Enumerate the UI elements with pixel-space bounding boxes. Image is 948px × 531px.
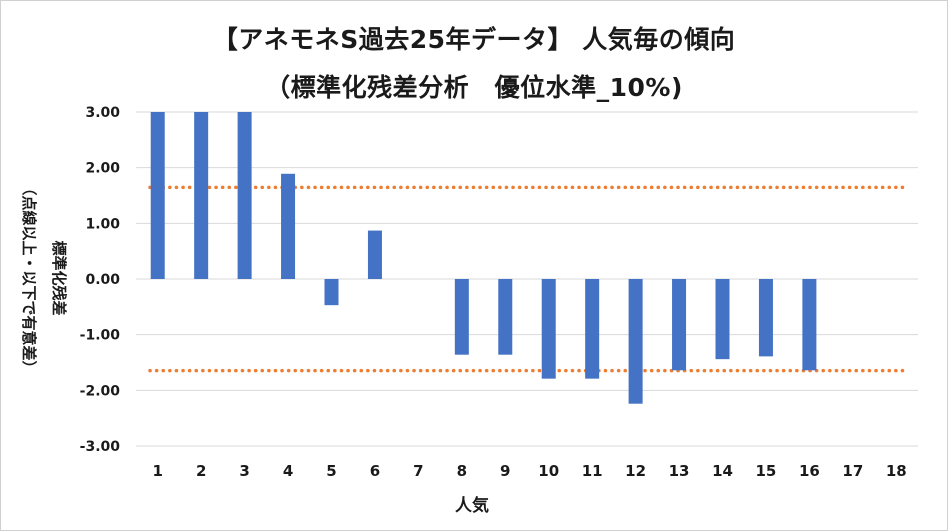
y-tick-label: 1.00 (85, 216, 120, 232)
y-axis-label-line2: （点線以上・以下で有意差） (20, 180, 38, 375)
x-tick-label: 6 (370, 462, 380, 480)
bars (150, 112, 817, 404)
x-tick-label: 12 (625, 462, 646, 480)
bar-6 (367, 230, 382, 279)
x-tick-label: 1 (153, 462, 163, 480)
bar-11 (585, 279, 600, 379)
bar-9 (498, 279, 513, 355)
chart-title-line1: 【アネモネS過去25年データ】 人気毎の傾向 (212, 25, 736, 54)
bar-15 (758, 279, 773, 357)
x-tick-label: 9 (500, 462, 510, 480)
reference-lines (148, 185, 906, 373)
chart-title-line2: （標準化残差分析 優位水準_10%) (265, 73, 683, 102)
bar-10 (541, 279, 556, 379)
x-tick-label: 3 (239, 462, 249, 480)
bar-13 (672, 279, 687, 371)
bar-12 (628, 279, 643, 404)
x-tick-label: 4 (283, 462, 293, 480)
x-tick-label: 16 (799, 462, 820, 480)
gridlines (136, 111, 918, 447)
x-tick-label: 13 (669, 462, 690, 480)
y-tick-label: 2.00 (85, 161, 120, 177)
x-tick-label: 18 (886, 462, 907, 480)
bar-5 (324, 279, 339, 306)
x-tick-label: 11 (582, 462, 603, 480)
x-tick-label: 17 (842, 462, 863, 480)
y-tick-label: 3.00 (85, 105, 120, 121)
y-tick-label: 0.00 (85, 272, 120, 288)
x-tick-label: 14 (712, 462, 733, 480)
bar-4 (281, 173, 296, 279)
bar-1 (150, 112, 165, 279)
y-tick-label: -2.00 (80, 383, 121, 399)
bar-3 (237, 112, 252, 279)
x-tick-label: 2 (196, 462, 206, 480)
y-tick-labels: 3.00 2.00 1.00 0.00 -1.00 -2.00 -3.00 (80, 105, 121, 455)
bar-14 (715, 279, 730, 360)
x-tick-label: 15 (756, 462, 777, 480)
x-tick-labels: 1 2 3 4 5 6 7 8 9 10 11 12 13 14 15 16 17 18 (153, 462, 907, 480)
y-tick-label: -1.00 (80, 328, 121, 344)
bar-2 (194, 112, 209, 279)
x-tick-label: 5 (326, 462, 336, 480)
x-tick-label: 7 (413, 462, 423, 480)
bar-8 (454, 279, 469, 355)
bar-16 (802, 279, 817, 371)
x-tick-label: 10 (538, 462, 559, 480)
x-axis-label: 人気 (455, 495, 489, 516)
x-tick-label: 8 (457, 462, 467, 480)
y-axis-label-line1: 標準化残差 (50, 240, 68, 315)
y-tick-label: -3.00 (80, 439, 121, 455)
